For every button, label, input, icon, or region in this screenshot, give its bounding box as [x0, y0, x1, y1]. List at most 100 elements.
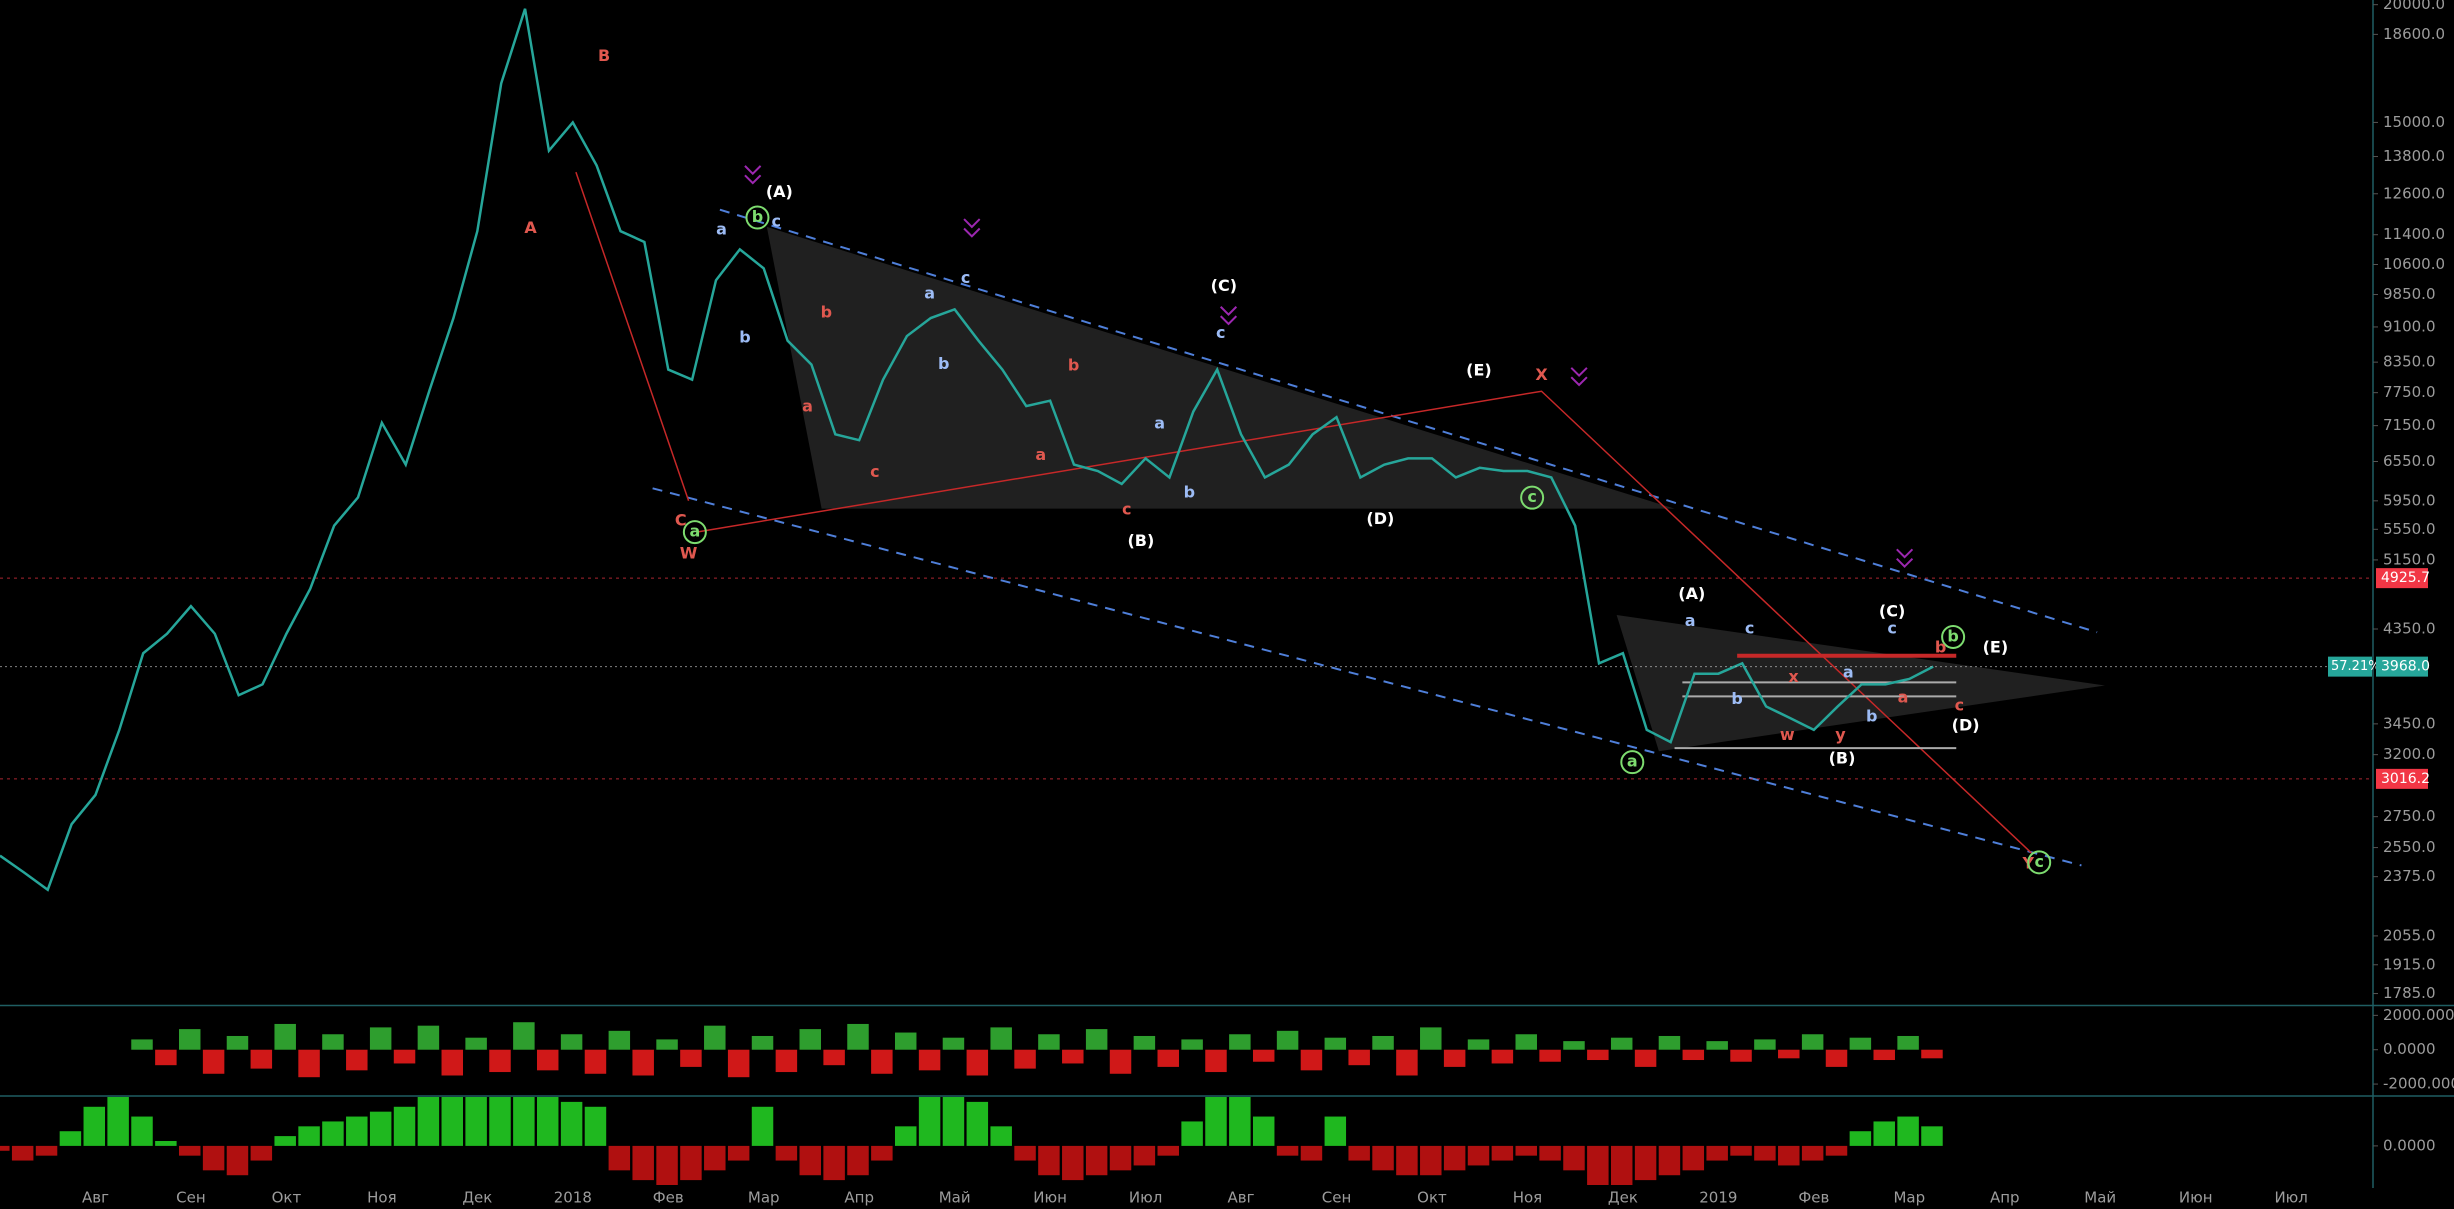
y-tick-label: 1915.0: [2383, 955, 2436, 973]
price-line: [0, 8, 1934, 892]
bar: [202, 1145, 225, 1171]
chevron: [1896, 557, 1914, 568]
bar: [1205, 1049, 1227, 1073]
y-tick-label: 2375.0: [2383, 867, 2436, 885]
bar: [1706, 1041, 1728, 1050]
bar: [680, 1145, 702, 1181]
bar: [966, 1049, 989, 1076]
chevron: [1570, 367, 1588, 378]
bar: [1491, 1145, 1514, 1161]
bar: [847, 1145, 869, 1176]
bar: [1587, 1049, 1609, 1061]
y-tick-label: 15000.0: [2383, 113, 2445, 131]
bar: [584, 1049, 607, 1074]
bar: [751, 1035, 774, 1050]
last-price-label-bg: [2376, 656, 2428, 677]
wave-label: (A): [766, 182, 793, 201]
bar: [1420, 1145, 1442, 1176]
bar: [823, 1049, 845, 1066]
y-tick-label: -2000.0000: [2383, 1075, 2454, 1093]
bar: [202, 1049, 225, 1074]
bar: [489, 1049, 511, 1073]
wave-circle: [1620, 750, 1645, 775]
wave-label: a: [689, 522, 700, 541]
bar: [393, 1106, 416, 1146]
bar: [1682, 1145, 1705, 1171]
bar: [1133, 1145, 1156, 1166]
bar: [1730, 1145, 1752, 1156]
bar: [871, 1145, 893, 1161]
last-price-label: 3968.0: [2381, 659, 2430, 675]
wave-label: b: [1068, 356, 1079, 375]
bar: [1754, 1039, 1776, 1050]
bar: [1634, 1145, 1657, 1181]
y-tick-label: 2550.0: [2383, 838, 2436, 856]
x-tick-label: Сен: [176, 1189, 206, 1207]
bar: [942, 1037, 965, 1050]
bar: [1658, 1035, 1681, 1050]
y-tick-label: 1785.0: [2383, 984, 2436, 1002]
bar: [1778, 1049, 1800, 1059]
x-tick-label: Апр: [844, 1189, 874, 1207]
wave-label: (E): [1466, 360, 1492, 379]
bar: [1181, 1039, 1203, 1050]
wave-label: W: [680, 544, 698, 563]
bar: [1181, 1121, 1203, 1146]
bar: [536, 1049, 559, 1071]
wave-label: a: [1154, 414, 1165, 433]
bar: [1610, 1145, 1633, 1185]
wave-label: b: [1947, 626, 1958, 645]
level-label: 4925.7: [2381, 570, 2430, 586]
wave-label: c: [1527, 487, 1536, 506]
wave-label: c: [771, 212, 780, 231]
bar: [1062, 1145, 1084, 1181]
wave-line: [575, 171, 690, 502]
bar: [1396, 1145, 1418, 1176]
bar: [1252, 1116, 1275, 1146]
bar: [727, 1145, 750, 1161]
x-tick-label: Июл: [2274, 1189, 2307, 1207]
x-tick-label: Мар: [1893, 1189, 1925, 1207]
wave-label: b: [1184, 482, 1195, 501]
wave-label: b: [752, 207, 763, 226]
wave-label: a: [1843, 662, 1854, 681]
y-tick-label: 10600.0: [2383, 255, 2445, 273]
bar: [1157, 1145, 1179, 1156]
wave-label: b: [1866, 706, 1877, 725]
x-tick-label: 2019: [1699, 1189, 1737, 1207]
bar: [369, 1027, 392, 1050]
wave-circle: [682, 520, 707, 545]
bar: [298, 1049, 320, 1078]
wave-circle: [1520, 485, 1545, 510]
wave-label: (D): [1366, 509, 1394, 528]
y-tick-label: 3450.0: [2383, 714, 2436, 732]
bar: [1372, 1035, 1394, 1050]
bar: [1849, 1037, 1872, 1050]
bar: [1754, 1145, 1776, 1161]
bar: [1539, 1049, 1561, 1062]
bar: [393, 1049, 416, 1064]
bar: [1443, 1049, 1466, 1067]
bar: [1276, 1145, 1299, 1156]
bar: [1610, 1037, 1633, 1050]
wave-label: x: [1788, 667, 1799, 686]
bar: [1778, 1145, 1800, 1166]
wave-line: [696, 390, 2032, 854]
bar: [584, 1106, 607, 1146]
bar: [751, 1106, 774, 1146]
bar: [322, 1121, 344, 1146]
bar: [632, 1145, 654, 1181]
bar: [417, 1025, 440, 1050]
bar: [704, 1025, 726, 1050]
wave-circle: [745, 205, 770, 230]
bar: [1109, 1049, 1132, 1074]
bar: [1563, 1145, 1585, 1171]
bar: [847, 1023, 869, 1050]
x-tick-label: Июн: [2179, 1189, 2213, 1207]
bar: [1563, 1041, 1585, 1050]
wave-label: b: [938, 354, 949, 373]
y-tick-label: 0.0000: [2383, 1040, 2436, 1058]
bar: [1897, 1116, 1919, 1146]
bar: [1443, 1145, 1466, 1171]
